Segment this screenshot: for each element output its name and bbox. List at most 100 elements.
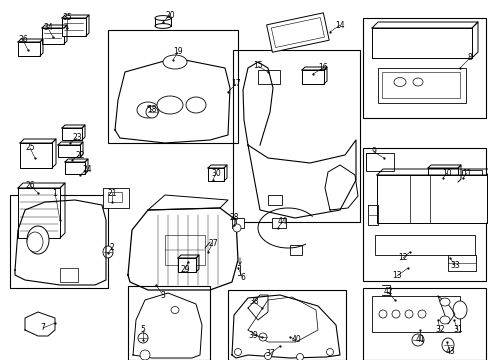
Bar bbox=[266, 13, 328, 52]
Bar bbox=[231, 218, 244, 228]
Bar bbox=[178, 258, 196, 272]
Text: 20: 20 bbox=[165, 10, 174, 19]
Ellipse shape bbox=[259, 333, 266, 341]
Ellipse shape bbox=[232, 224, 241, 232]
Text: 43: 43 bbox=[444, 347, 454, 356]
Ellipse shape bbox=[137, 102, 159, 118]
Ellipse shape bbox=[411, 334, 423, 346]
Bar bbox=[289, 245, 302, 255]
Ellipse shape bbox=[27, 226, 49, 254]
Bar bbox=[62, 128, 82, 140]
Text: 8: 8 bbox=[467, 54, 471, 63]
Text: 41: 41 bbox=[414, 336, 424, 345]
Bar bbox=[371, 296, 459, 332]
Text: 3: 3 bbox=[160, 291, 165, 300]
Ellipse shape bbox=[417, 310, 425, 318]
Bar bbox=[227, 290, 346, 360]
Text: 14: 14 bbox=[334, 21, 344, 30]
Text: 32: 32 bbox=[434, 325, 444, 334]
Text: 2: 2 bbox=[109, 243, 114, 252]
Text: 10: 10 bbox=[441, 168, 451, 177]
Text: 13: 13 bbox=[391, 271, 401, 280]
Text: 34: 34 bbox=[43, 23, 53, 32]
Ellipse shape bbox=[441, 338, 453, 352]
Ellipse shape bbox=[393, 77, 405, 86]
Bar bbox=[164, 235, 204, 265]
Text: 25: 25 bbox=[25, 144, 35, 153]
Text: 26: 26 bbox=[25, 180, 35, 189]
Ellipse shape bbox=[157, 96, 183, 114]
Text: 12: 12 bbox=[397, 253, 407, 262]
Text: 22: 22 bbox=[75, 150, 84, 159]
Ellipse shape bbox=[404, 310, 412, 318]
Ellipse shape bbox=[140, 350, 150, 360]
Ellipse shape bbox=[439, 316, 449, 324]
Text: 6: 6 bbox=[240, 274, 245, 283]
Text: 30: 30 bbox=[211, 168, 221, 177]
Bar bbox=[108, 30, 238, 143]
Text: 36: 36 bbox=[18, 36, 28, 45]
Bar bbox=[362, 288, 485, 360]
Text: 37: 37 bbox=[264, 350, 274, 359]
Text: 38: 38 bbox=[249, 297, 258, 306]
Bar bbox=[42, 28, 64, 44]
Text: 1: 1 bbox=[53, 189, 57, 198]
Text: 17: 17 bbox=[231, 80, 240, 89]
Ellipse shape bbox=[185, 97, 205, 113]
Ellipse shape bbox=[146, 106, 158, 118]
Text: 18: 18 bbox=[147, 105, 157, 114]
Ellipse shape bbox=[234, 348, 241, 356]
Bar bbox=[58, 145, 80, 157]
Text: 28: 28 bbox=[229, 213, 238, 222]
Bar bbox=[381, 72, 459, 98]
Text: 19: 19 bbox=[173, 48, 183, 57]
Bar bbox=[108, 192, 122, 202]
Ellipse shape bbox=[103, 246, 113, 258]
Bar bbox=[65, 162, 85, 174]
Bar bbox=[377, 68, 465, 103]
Bar bbox=[267, 195, 282, 205]
Text: 40: 40 bbox=[290, 336, 300, 345]
Text: 15: 15 bbox=[253, 62, 262, 71]
Bar bbox=[10, 195, 108, 288]
Text: 7: 7 bbox=[41, 324, 45, 333]
Bar bbox=[271, 218, 285, 228]
Text: 35: 35 bbox=[62, 13, 72, 22]
Bar bbox=[271, 18, 324, 48]
Ellipse shape bbox=[296, 354, 303, 360]
Bar bbox=[18, 42, 40, 56]
Text: 31: 31 bbox=[452, 325, 462, 334]
Bar bbox=[376, 175, 486, 223]
Ellipse shape bbox=[378, 310, 386, 318]
Text: 44: 44 bbox=[277, 217, 286, 226]
Bar bbox=[429, 300, 449, 314]
Ellipse shape bbox=[264, 352, 271, 360]
Bar bbox=[371, 28, 471, 58]
Ellipse shape bbox=[171, 306, 179, 314]
Text: 24: 24 bbox=[82, 166, 92, 175]
Text: 9: 9 bbox=[371, 148, 376, 157]
Text: 33: 33 bbox=[449, 261, 459, 270]
Bar bbox=[18, 188, 60, 238]
Text: 11: 11 bbox=[461, 168, 471, 177]
Ellipse shape bbox=[27, 232, 43, 252]
Text: 5: 5 bbox=[140, 325, 145, 334]
Bar bbox=[128, 286, 209, 360]
Bar bbox=[103, 188, 129, 208]
Text: 29: 29 bbox=[180, 266, 189, 274]
Text: 16: 16 bbox=[318, 63, 327, 72]
Text: 27: 27 bbox=[208, 238, 217, 248]
Ellipse shape bbox=[391, 310, 399, 318]
Ellipse shape bbox=[452, 301, 466, 319]
Ellipse shape bbox=[155, 15, 171, 21]
Ellipse shape bbox=[163, 55, 186, 69]
Text: 21: 21 bbox=[107, 189, 117, 198]
Bar bbox=[302, 70, 324, 84]
Bar bbox=[258, 70, 280, 84]
Bar bbox=[232, 50, 359, 222]
Bar bbox=[362, 148, 485, 281]
Bar bbox=[427, 168, 457, 182]
Text: 42: 42 bbox=[383, 288, 392, 297]
Bar bbox=[207, 168, 224, 181]
Ellipse shape bbox=[439, 298, 449, 306]
